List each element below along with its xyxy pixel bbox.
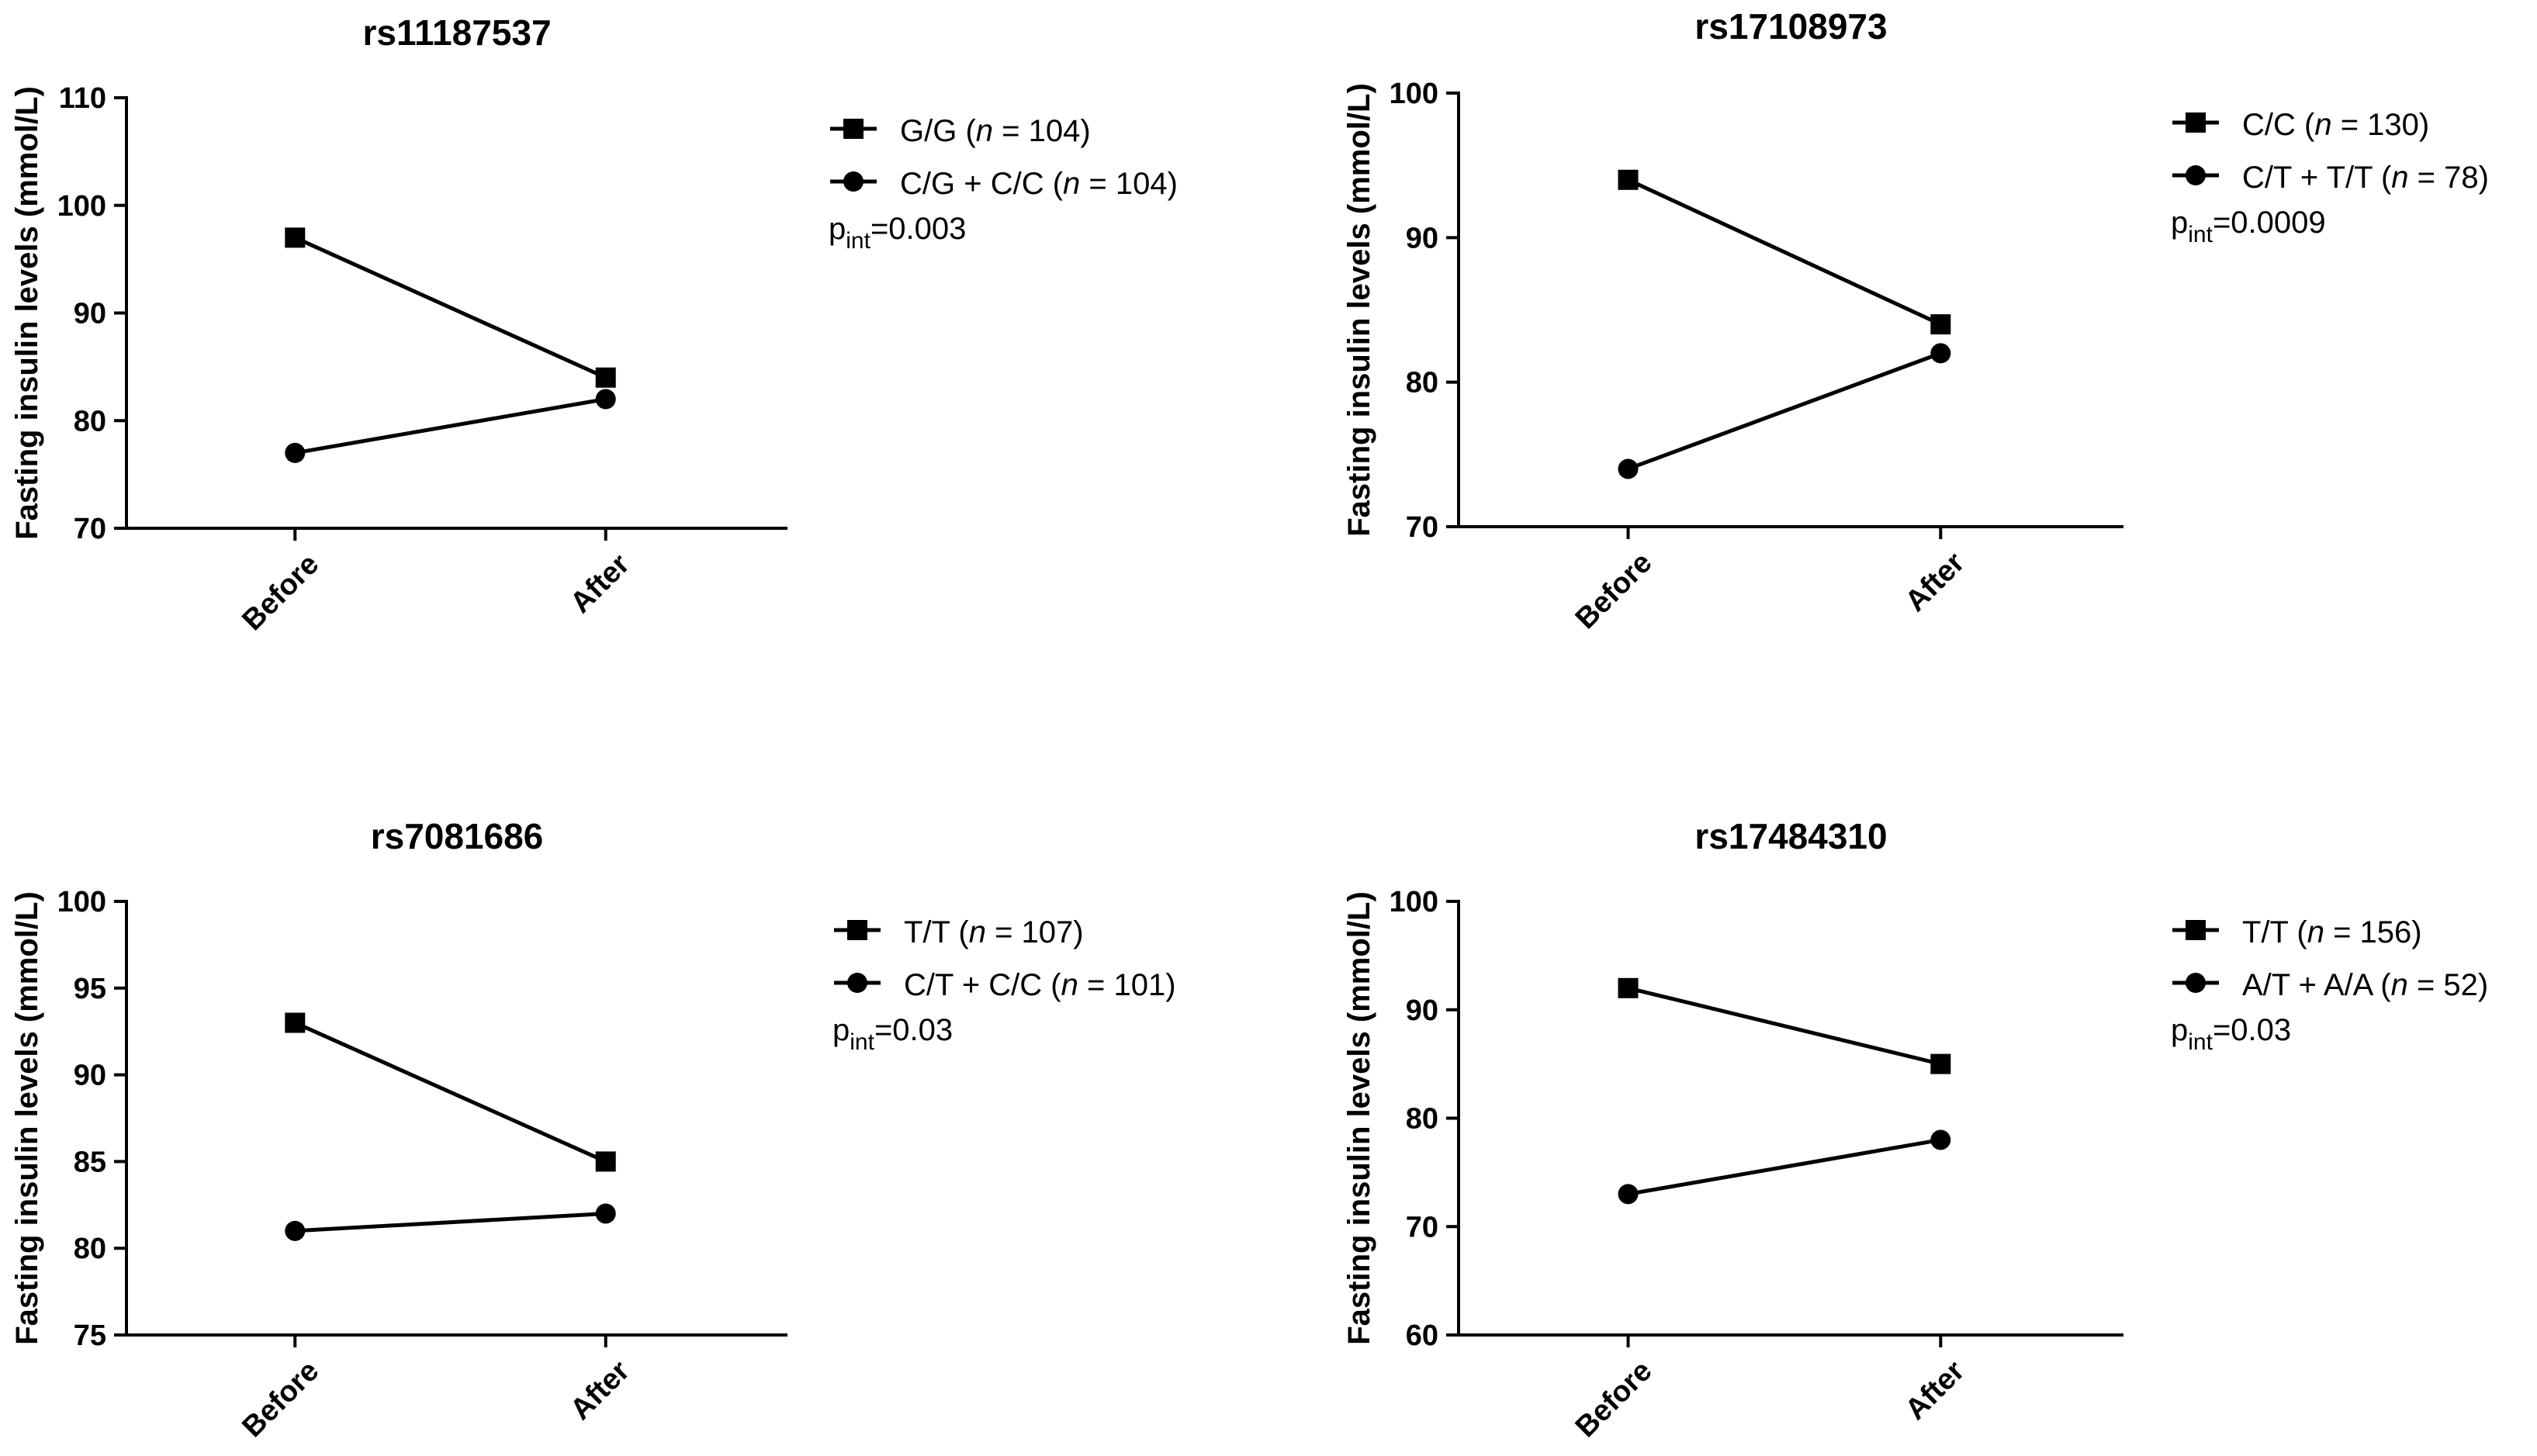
series-line (1627, 351, 1942, 471)
legend-marker (2186, 973, 2206, 993)
y-tick-label: 80 (74, 405, 106, 437)
p-interaction-label: pint=0.003 (829, 212, 966, 254)
x-tick-label: Before (236, 1354, 325, 1444)
legend-marker (847, 920, 867, 940)
series-line (1627, 178, 1942, 327)
data-point (1618, 1184, 1639, 1205)
data-point (1930, 343, 1951, 364)
y-axis-label: Fasting insulin levels (mmol/L) (10, 891, 44, 1345)
chart-panel: rs11187537 Fasting insulin levels (mmol/L… (10, 12, 1178, 637)
x-tick-label: After (1899, 1354, 1971, 1427)
y-tick-label: 85 (74, 1146, 106, 1178)
y-tick-label: 110 (59, 82, 106, 115)
y-tick-label: 70 (1406, 1211, 1438, 1243)
legend-entry: A/T + A/A (n = 52) (2242, 968, 2488, 1002)
y-tick-label: 90 (1406, 994, 1438, 1027)
legend-entry: T/T (n = 107) (904, 915, 1084, 949)
chart-title: rs7081686 (371, 816, 544, 856)
legend-marker (843, 119, 864, 139)
legend-entry: C/T + T/T (n = 78) (2242, 161, 2489, 195)
y-tick-label: 90 (74, 298, 106, 330)
series-line (294, 397, 607, 455)
y-tick-label: 75 (74, 1319, 106, 1352)
series-line (295, 1211, 606, 1233)
chart-title: rs17484310 (1694, 816, 1887, 856)
y-tick-label: 80 (1406, 367, 1438, 399)
legend-entry: C/T + C/C (n = 101) (904, 968, 1176, 1002)
y-axis-label: Fasting insulin levels (mmol/L) (1342, 891, 1376, 1345)
chart-panel: rs7081686 Fasting insulin levels (mmol/L)… (10, 816, 1176, 1444)
legend-marker (2186, 112, 2206, 133)
y-tick-label: 100 (57, 190, 106, 223)
p-interaction-label: pint=0.03 (832, 1013, 953, 1055)
data-point (285, 1220, 306, 1241)
legend-marker (2186, 165, 2206, 185)
data-point (285, 442, 306, 463)
chart-panel: rs17108973 Fasting insulin levels (mmol/L… (1342, 6, 2489, 635)
y-tick-label: 100 (1390, 886, 1438, 918)
legend-marker (843, 171, 864, 192)
y-tick-label: 90 (74, 1060, 106, 1092)
x-tick-label: After (564, 1354, 636, 1427)
data-point (285, 1012, 306, 1033)
x-tick-label: After (564, 548, 636, 620)
legend-entry: G/G (n = 104) (900, 114, 1091, 148)
y-tick-label: 95 (74, 973, 106, 1005)
y-tick-label: 70 (1406, 511, 1438, 544)
x-tick-label: Before (236, 548, 325, 637)
data-point (285, 227, 306, 248)
p-interaction-label: pint=0.03 (2171, 1013, 2291, 1055)
y-tick-label: 90 (1406, 222, 1438, 254)
p-interaction-label: pint=0.0009 (2171, 206, 2326, 247)
data-point (595, 1203, 616, 1224)
data-point (595, 367, 616, 388)
series-line (294, 1021, 607, 1164)
chart-title: rs11187537 (362, 12, 551, 53)
y-tick-label: 70 (74, 513, 106, 545)
series-line (1628, 1137, 1941, 1196)
x-tick-label: Before (1570, 546, 1659, 635)
series-line (294, 236, 607, 380)
series-line (1627, 986, 1941, 1067)
data-point (1930, 1053, 1951, 1074)
legend-entry: T/T (n = 156) (2242, 915, 2422, 949)
y-tick-label: 100 (57, 886, 106, 918)
y-axis-label: Fasting insulin levels (mmol/L) (1342, 83, 1376, 537)
data-point (1930, 314, 1951, 335)
data-point (595, 1151, 616, 1172)
data-point (1618, 977, 1639, 998)
x-tick-label: Before (1570, 1354, 1659, 1444)
legend-entry: C/C (n = 130) (2242, 108, 2429, 142)
chart-panel: rs17484310 Fasting insulin levels (mmol/L… (1342, 816, 2488, 1444)
y-tick-label: 60 (1406, 1319, 1438, 1352)
chart-title: rs17108973 (1694, 6, 1887, 47)
legend-marker (847, 973, 867, 993)
y-axis-label: Fasting insulin levels (mmol/L) (10, 86, 44, 540)
data-point (1930, 1129, 1951, 1150)
x-tick-label: After (1899, 546, 1971, 618)
y-tick-label: 80 (74, 1233, 106, 1265)
data-point (1618, 169, 1639, 190)
y-tick-label: 100 (1390, 78, 1438, 110)
data-point (595, 389, 616, 410)
legend-marker (2186, 920, 2206, 940)
legend-entry: C/G + C/C (n = 104) (900, 167, 1178, 201)
y-tick-label: 80 (1406, 1103, 1438, 1136)
data-point (1618, 458, 1639, 479)
